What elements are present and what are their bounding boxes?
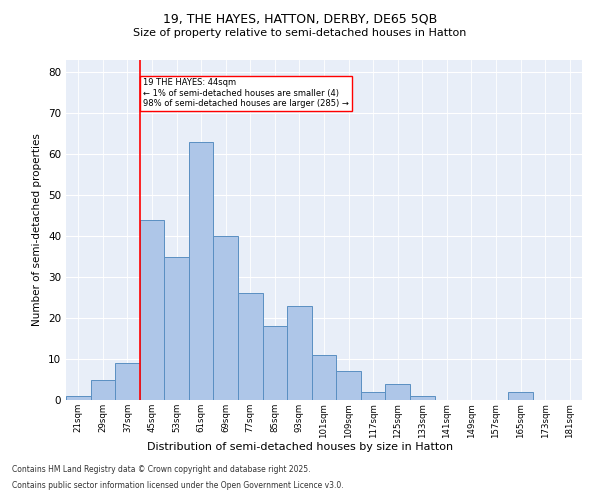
Text: 19 THE HAYES: 44sqm
← 1% of semi-detached houses are smaller (4)
98% of semi-det: 19 THE HAYES: 44sqm ← 1% of semi-detache… (143, 78, 349, 108)
Y-axis label: Number of semi-detached properties: Number of semi-detached properties (32, 134, 43, 326)
Bar (508, 392, 533, 400)
Bar (410, 396, 434, 400)
Text: Distribution of semi-detached houses by size in Hatton: Distribution of semi-detached houses by … (147, 442, 453, 452)
Bar (336, 372, 361, 400)
Bar (385, 384, 410, 400)
Bar (214, 236, 238, 400)
Text: Contains public sector information licensed under the Open Government Licence v3: Contains public sector information licen… (12, 480, 344, 490)
Bar (91, 380, 115, 400)
Bar (140, 220, 164, 400)
Bar (361, 392, 385, 400)
Text: 19, THE HAYES, HATTON, DERBY, DE65 5QB: 19, THE HAYES, HATTON, DERBY, DE65 5QB (163, 12, 437, 26)
Bar (189, 142, 214, 400)
Bar (115, 363, 140, 400)
Bar (263, 326, 287, 400)
Bar (66, 396, 91, 400)
Bar (287, 306, 312, 400)
Bar (312, 355, 336, 400)
Bar (164, 256, 189, 400)
Bar (238, 294, 263, 400)
Text: Contains HM Land Registry data © Crown copyright and database right 2025.: Contains HM Land Registry data © Crown c… (12, 466, 311, 474)
Text: Size of property relative to semi-detached houses in Hatton: Size of property relative to semi-detach… (133, 28, 467, 38)
